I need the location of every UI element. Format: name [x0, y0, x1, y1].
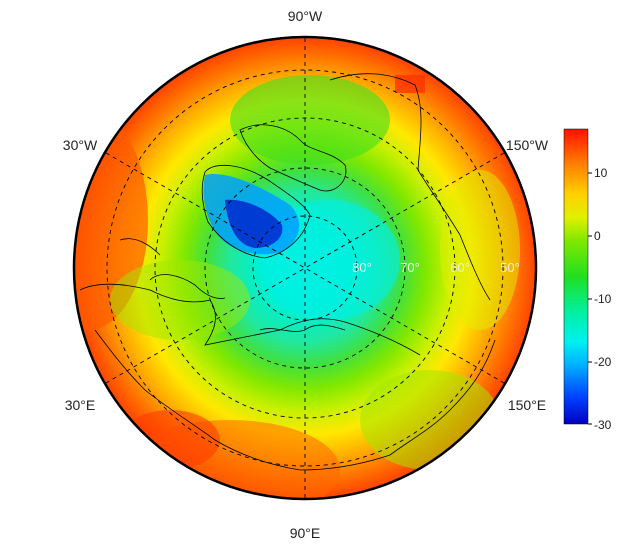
graticule — [105, 38, 505, 498]
lat-label-60: 60° — [450, 260, 470, 275]
colorbar: 10 0 -10 -20 -30 — [563, 128, 612, 432]
lon-label-bottom: 90°E — [290, 525, 321, 541]
colorbar-tick-minus-30: -30 — [594, 418, 612, 432]
lon-label-top: 90°W — [288, 8, 323, 24]
colorbar-tick-minus-20: -20 — [594, 355, 612, 369]
lat-label-50: 50° — [500, 260, 520, 275]
lat-label-70: 70° — [400, 260, 420, 275]
lon-label-lower-right: 150°E — [508, 397, 546, 413]
colorbar-tick-minus-10: -10 — [594, 292, 612, 306]
colorbar-ramp — [563, 128, 589, 425]
lon-label-upper-left: 30°W — [63, 137, 98, 153]
temperature-field — [75, 38, 535, 498]
lon-label-upper-right: 150°W — [506, 137, 549, 153]
lat-label-80: 80° — [352, 260, 372, 275]
colorbar-tick-0: 0 — [594, 229, 601, 243]
lon-label-lower-left: 30°E — [65, 397, 96, 413]
colorbar-tick-10: 10 — [594, 166, 608, 180]
map-border — [72, 35, 538, 501]
